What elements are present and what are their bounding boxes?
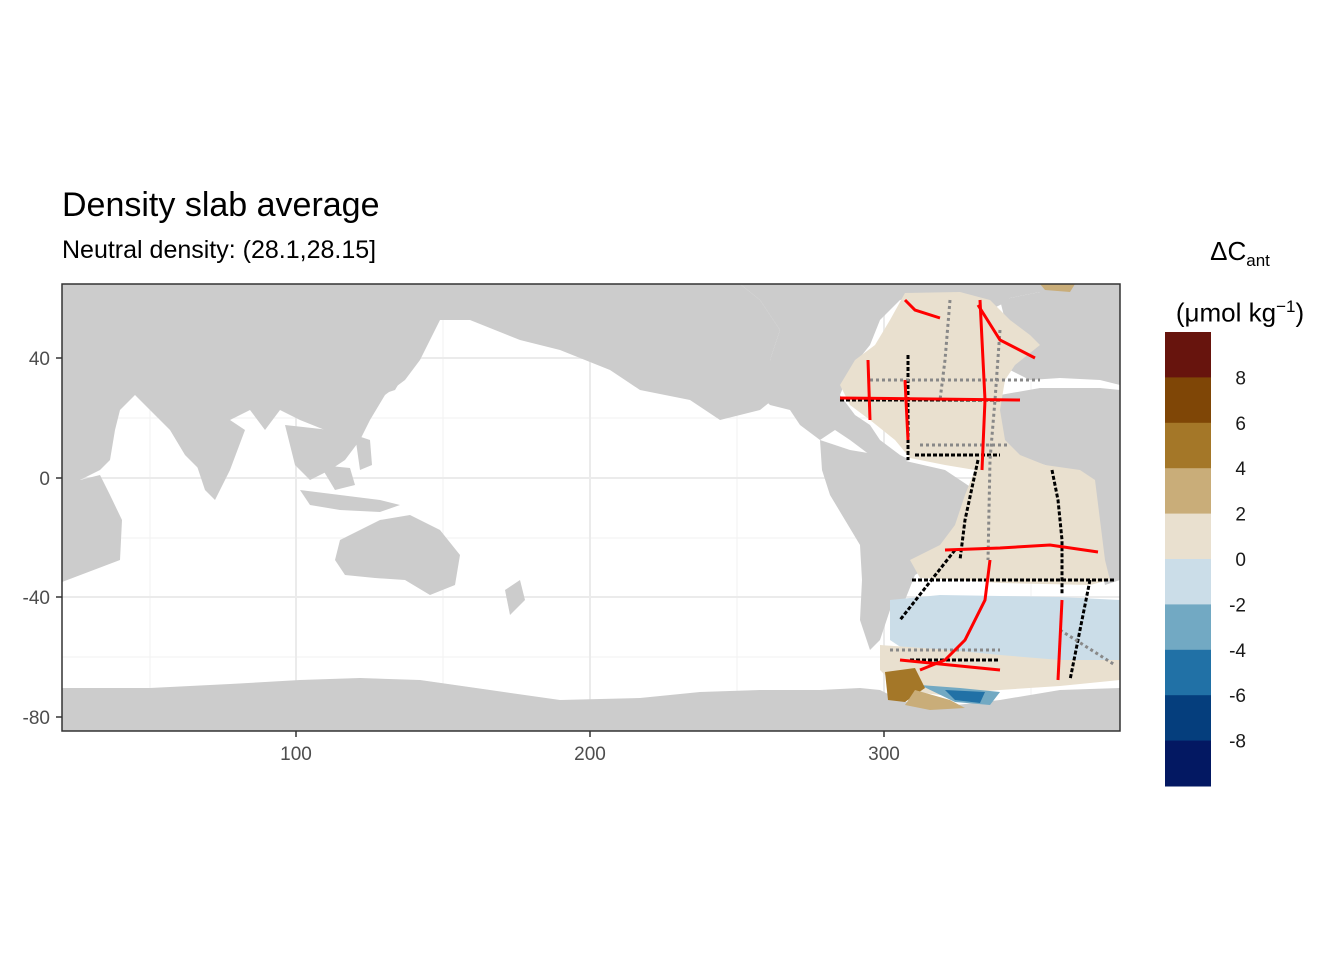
legend-break-label: 0 bbox=[1235, 550, 1246, 571]
land-eurasia bbox=[62, 284, 800, 480]
legend-break-label: -6 bbox=[1229, 686, 1246, 707]
legend-swatch bbox=[1165, 377, 1211, 424]
legend-unit: (μmol kg−1) bbox=[1175, 297, 1305, 328]
legend-break-label: -4 bbox=[1229, 641, 1246, 662]
legend-colorbar bbox=[1165, 332, 1211, 787]
legend-labels: 8 6 4 2 0 -2 -4 -6 -8 bbox=[1229, 368, 1246, 752]
tracks-red bbox=[839, 298, 1099, 681]
map-title: Density slab average bbox=[62, 186, 380, 224]
land-nz bbox=[505, 580, 525, 615]
legend-break-label: 8 bbox=[1235, 368, 1246, 389]
field-north-atlantic bbox=[840, 292, 1110, 585]
legend-swatch bbox=[1165, 513, 1211, 560]
legend-swatch bbox=[1165, 649, 1211, 696]
land-antarctica bbox=[62, 678, 1120, 731]
panel-border bbox=[61, 283, 1121, 732]
land-philippines bbox=[355, 435, 372, 470]
land-south-america bbox=[820, 440, 975, 650]
legend-swatch bbox=[1165, 604, 1211, 651]
legend-variable: ΔCant bbox=[1210, 236, 1270, 271]
x-tick-label: 200 bbox=[574, 744, 606, 765]
legend-swatch bbox=[1165, 559, 1211, 605]
y-tick-label: -80 bbox=[23, 708, 50, 729]
x-axis-labels: 100 200 300 bbox=[280, 744, 900, 765]
land-africa bbox=[62, 475, 122, 582]
land-india bbox=[185, 418, 245, 500]
cruise-tracks bbox=[839, 298, 1116, 681]
legend-swatch bbox=[1165, 332, 1211, 378]
legend-break-label: 6 bbox=[1235, 414, 1246, 435]
land-australia bbox=[335, 515, 460, 595]
field-weddell-darkblue bbox=[945, 690, 985, 703]
map-subtitle: Neutral density: (28.1,28.15] bbox=[62, 236, 377, 264]
land-indonesia bbox=[300, 490, 400, 512]
land-north-america bbox=[740, 284, 1120, 465]
legend-swatch bbox=[1165, 468, 1211, 515]
y-tick-label: 0 bbox=[39, 469, 50, 490]
land-borneo bbox=[320, 465, 355, 490]
x-tick-label: 300 bbox=[868, 744, 900, 765]
axis-ticks bbox=[56, 357, 885, 737]
land-japan bbox=[380, 345, 410, 395]
land-masses bbox=[62, 284, 1120, 731]
legend-swatch bbox=[1165, 422, 1211, 469]
tracks-grey bbox=[870, 299, 1116, 667]
y-tick-label: 40 bbox=[29, 349, 50, 370]
legend-title: ΔCant (μmol kg−1) bbox=[1160, 228, 1320, 336]
field-greenland-tan bbox=[1040, 284, 1075, 292]
field-peninsula-tan bbox=[905, 690, 965, 710]
x-tick-label: 100 bbox=[280, 744, 312, 765]
legend-break-label: -8 bbox=[1229, 732, 1246, 753]
legend-swatch bbox=[1165, 695, 1211, 742]
y-tick-label: -40 bbox=[23, 588, 50, 609]
land-europe-east bbox=[1000, 290, 1120, 385]
legend-break-label: -2 bbox=[1229, 595, 1246, 616]
legend-break-label: 4 bbox=[1235, 459, 1246, 480]
legend-swatch bbox=[1165, 740, 1211, 787]
legend-break-label: 2 bbox=[1235, 505, 1246, 526]
y-axis-labels: 40 0 -40 -80 bbox=[23, 349, 50, 729]
